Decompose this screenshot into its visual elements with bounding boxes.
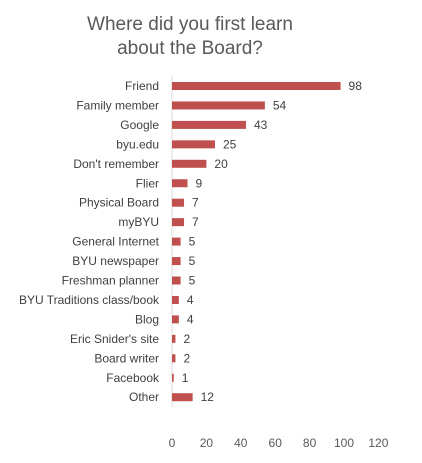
x-tick-label: 20 bbox=[200, 436, 214, 450]
bar bbox=[172, 159, 207, 168]
bar bbox=[172, 237, 181, 246]
category-label: Google bbox=[120, 118, 159, 132]
data-label: 4 bbox=[187, 312, 194, 326]
bars bbox=[172, 82, 341, 402]
data-label: 12 bbox=[201, 390, 215, 404]
data-label: 2 bbox=[183, 351, 190, 365]
data-label: 2 bbox=[183, 332, 190, 346]
data-label: 5 bbox=[189, 235, 196, 249]
category-label: Board writer bbox=[94, 351, 159, 365]
bar bbox=[172, 354, 176, 363]
data-label: 7 bbox=[192, 196, 199, 210]
category-label: myBYU bbox=[118, 215, 159, 229]
data-label: 7 bbox=[192, 215, 199, 229]
category-label: BYU Traditions class/book bbox=[19, 293, 160, 307]
chart-title: Where did you first learn about the Boar… bbox=[87, 14, 293, 59]
category-label: Eric Snider's site bbox=[70, 332, 159, 346]
x-tick-label: 80 bbox=[303, 436, 317, 450]
data-label: 5 bbox=[189, 254, 196, 268]
category-label: General Internet bbox=[72, 235, 159, 249]
data-label: 9 bbox=[195, 176, 202, 190]
data-label: 98 bbox=[349, 79, 363, 93]
chart-title-line-1: Where did you first learn bbox=[87, 14, 293, 35]
category-label: Don't remember bbox=[73, 157, 159, 171]
data-label: 5 bbox=[189, 274, 196, 288]
bar bbox=[172, 334, 176, 343]
category-label: byu.edu bbox=[116, 137, 159, 151]
category-label: BYU newspaper bbox=[72, 254, 159, 268]
data-label: 20 bbox=[214, 157, 228, 171]
category-label: Facebook bbox=[106, 371, 160, 385]
bar bbox=[172, 315, 179, 324]
bar bbox=[172, 120, 246, 129]
data-label: 4 bbox=[187, 293, 194, 307]
bar bbox=[172, 198, 185, 207]
data-label: 1 bbox=[182, 371, 189, 385]
bar bbox=[172, 179, 188, 188]
bar bbox=[172, 218, 185, 227]
bar bbox=[172, 276, 181, 285]
x-tick-label: 100 bbox=[334, 436, 354, 450]
category-label: Family member bbox=[76, 98, 159, 112]
category-labels: Friend Family member Google byu.edu Don't re… bbox=[19, 79, 160, 404]
category-label: Other bbox=[129, 390, 159, 404]
bar bbox=[172, 101, 265, 110]
bar bbox=[172, 82, 341, 90]
category-label: Flier bbox=[136, 176, 159, 190]
category-label: Blog bbox=[135, 312, 159, 326]
bar bbox=[172, 373, 174, 382]
category-label: Freshman planner bbox=[62, 274, 159, 288]
data-label: 25 bbox=[223, 137, 237, 151]
x-tick-label: 0 bbox=[169, 436, 176, 450]
x-tick-label: 60 bbox=[269, 436, 283, 450]
x-axis-ticks: 0 20 40 60 80 100 120 bbox=[169, 436, 389, 450]
bar bbox=[172, 140, 215, 149]
data-label: 54 bbox=[273, 98, 287, 112]
x-tick-label: 120 bbox=[368, 436, 388, 450]
bar bbox=[172, 257, 181, 266]
x-tick-label: 40 bbox=[234, 436, 248, 450]
bar bbox=[172, 295, 179, 304]
data-label: 43 bbox=[254, 118, 268, 132]
category-label: Physical Board bbox=[79, 196, 159, 210]
chart-title-line-2: about the Board? bbox=[117, 38, 263, 59]
bar bbox=[172, 393, 193, 402]
category-label: Friend bbox=[125, 79, 159, 93]
